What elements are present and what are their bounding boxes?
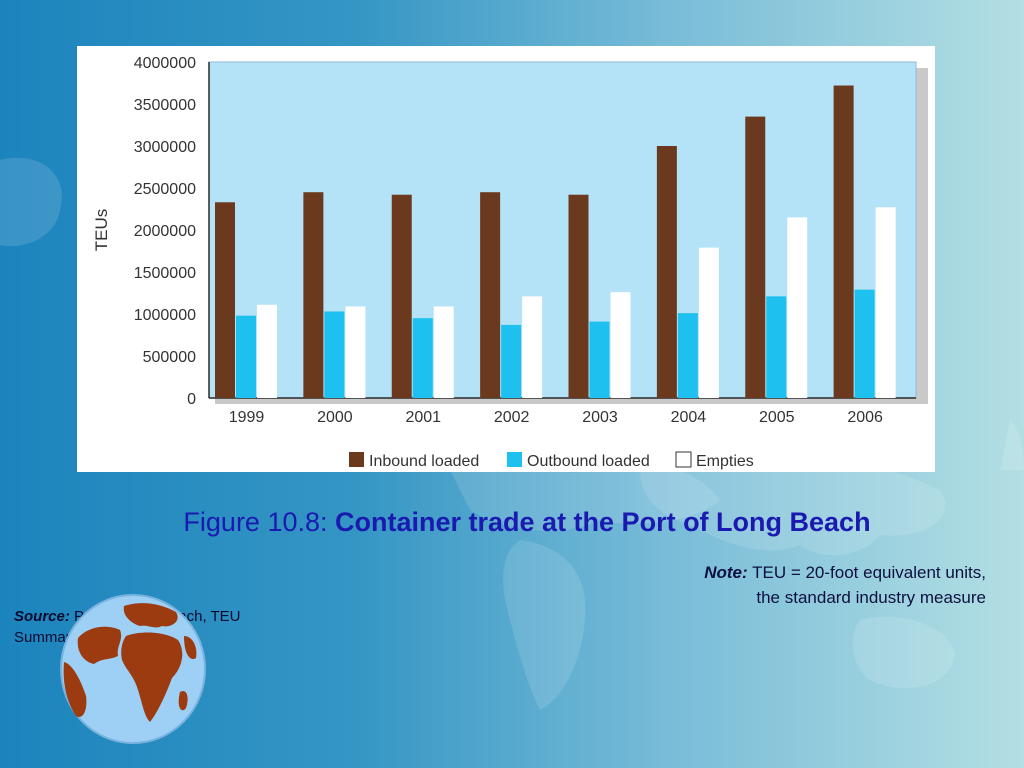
chart-panel: TEUs 4000000 3500000 3000000 2500000 2000000… <box>77 46 935 472</box>
x-tick-labels: 1999 2000 2001 2002 2003 2004 2005 2006 <box>229 409 883 426</box>
bar-inbound-2006 <box>833 85 854 398</box>
bar-empties-1999 <box>257 304 277 398</box>
bar-outbound-2006 <box>854 289 875 398</box>
y-tick-label: 3500000 <box>134 97 196 114</box>
y-tick-label: 500000 <box>143 349 196 366</box>
bar-outbound-2000 <box>324 311 345 398</box>
bar-inbound-2005 <box>745 116 766 398</box>
x-tick-label: 2001 <box>405 409 441 426</box>
bar-empties-2002 <box>522 296 543 398</box>
x-tick-label: 2004 <box>671 409 707 426</box>
bar-inbound-2002 <box>480 192 501 398</box>
note-label: Note: <box>704 563 748 582</box>
x-tick-label: 2000 <box>317 409 353 426</box>
legend-swatch-empties <box>675 451 692 468</box>
bar-inbound-2004 <box>656 146 677 398</box>
legend-label-outbound: Outbound loaded <box>527 453 650 470</box>
x-tick-label: 2005 <box>759 409 795 426</box>
x-tick-label: 2006 <box>847 409 883 426</box>
bar-outbound-2003 <box>589 321 610 398</box>
y-tick-label: 1000000 <box>134 307 196 324</box>
note-text: Note: TEU = 20-foot equivalent units, th… <box>566 560 986 610</box>
bar-inbound-2001 <box>391 194 412 398</box>
y-tick-label: 3000000 <box>134 139 196 156</box>
bar-outbound-2004 <box>677 313 698 398</box>
y-tick-label: 4000000 <box>134 55 196 72</box>
y-tick-label: 2000000 <box>134 223 196 240</box>
y-tick-label: 0 <box>187 391 196 408</box>
bar-inbound-2000 <box>303 192 324 398</box>
bar-chart: TEUs 4000000 3500000 3000000 2500000 2000000… <box>92 55 928 470</box>
bar-outbound-1999 <box>236 315 256 398</box>
bar-empties-2005 <box>787 217 808 398</box>
note-line-2: the standard industry measure <box>756 588 986 607</box>
y-axis-title: TEUs <box>92 209 111 252</box>
bar-empties-2003 <box>610 292 631 398</box>
source-label: Source: <box>14 608 70 625</box>
bar-outbound-2001 <box>412 318 433 398</box>
x-tick-label: 2003 <box>582 409 618 426</box>
bars <box>215 85 896 398</box>
note-line-1: TEU = 20-foot equivalent units, <box>747 563 986 582</box>
legend-swatch-inbound <box>349 452 364 467</box>
globe-icon <box>60 594 206 744</box>
legend-label-inbound: Inbound loaded <box>369 453 479 470</box>
bar-empties-2000 <box>345 306 366 398</box>
legend-swatch-outbound <box>507 452 522 467</box>
bar-outbound-2005 <box>766 296 787 398</box>
bar-empties-2004 <box>698 247 719 398</box>
figure-caption: Figure 10.8: Container trade at the Port… <box>0 504 1024 540</box>
bar-empties-2006 <box>875 207 896 398</box>
figure-title: Container trade at the Port of Long Beac… <box>335 507 871 537</box>
legend: Inbound loaded Outbound loaded Empties <box>349 451 754 470</box>
bar-outbound-2002 <box>501 324 522 398</box>
y-tick-label: 1500000 <box>134 265 196 282</box>
bar-inbound-2003 <box>568 194 589 398</box>
y-tick-labels: 4000000 3500000 3000000 2500000 2000000 15000… <box>134 55 196 408</box>
bar-empties-2001 <box>433 306 454 398</box>
bar-inbound-1999 <box>215 202 235 398</box>
legend-label-empties: Empties <box>696 453 754 470</box>
figure-label: Figure 10.8: <box>183 507 336 537</box>
x-tick-label: 2002 <box>494 409 530 426</box>
x-tick-label: 1999 <box>229 409 265 426</box>
y-tick-label: 2500000 <box>134 181 196 198</box>
